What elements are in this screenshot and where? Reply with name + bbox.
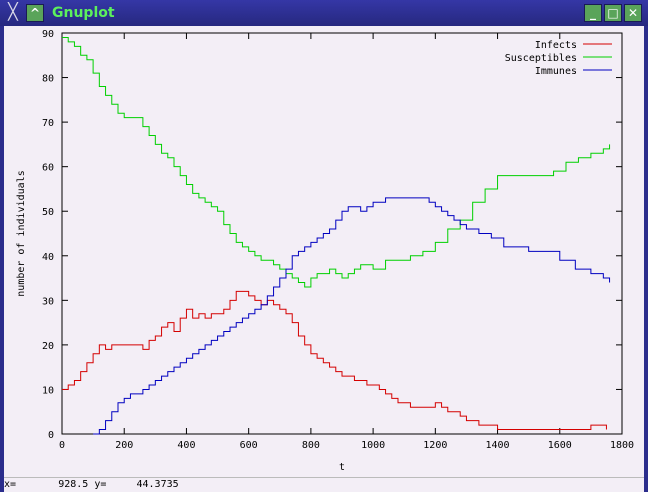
status-x-value: 928.5 bbox=[58, 479, 89, 490]
x-tick-label: 0 bbox=[59, 440, 65, 451]
legend-label: Susceptibles bbox=[505, 53, 577, 64]
chevron-up-icon: ^ bbox=[29, 6, 41, 20]
x-tick-label: 200 bbox=[115, 440, 133, 451]
x-menu-icon: ╳ bbox=[8, 2, 18, 21]
legend-label: Infects bbox=[535, 40, 577, 51]
status-y-value: 44.3735 bbox=[136, 479, 179, 490]
x-tick-label: 800 bbox=[302, 440, 320, 451]
shade-button[interactable]: ^ bbox=[26, 4, 44, 22]
close-button[interactable]: ✕ bbox=[624, 4, 642, 22]
y-tick-label: 50 bbox=[42, 207, 54, 218]
x-axis-label: t bbox=[339, 462, 345, 473]
line-chart: 0 200 400 600 800 1000 1200 1400 1600 1800 0 10 20 30… bbox=[16, 29, 634, 473]
status-x-label: x= bbox=[4, 479, 17, 490]
series-line-immunes bbox=[93, 197, 611, 435]
y-tick-label: 80 bbox=[42, 74, 54, 85]
maximize-icon: □ bbox=[607, 6, 619, 20]
y-tick-label: 60 bbox=[42, 163, 54, 174]
window-title: Gnuplot bbox=[52, 5, 115, 21]
y-tick-label: 20 bbox=[42, 341, 54, 352]
series-line-infects bbox=[62, 290, 607, 431]
x-tick-label: 400 bbox=[177, 440, 195, 451]
maximize-button[interactable]: □ bbox=[604, 4, 622, 22]
series-line-susceptibles bbox=[62, 36, 611, 288]
y-axis-label: number of individuals bbox=[16, 170, 27, 296]
x-tick-label: 1200 bbox=[423, 440, 447, 451]
title-bar[interactable]: ╳ ^ Gnuplot _ □ ✕ bbox=[0, 0, 648, 26]
minimize-icon: _ bbox=[590, 6, 596, 20]
legend-label: Immunes bbox=[535, 66, 577, 77]
x-tick-label: 1800 bbox=[610, 440, 634, 451]
close-icon: ✕ bbox=[627, 6, 639, 20]
y-tick-label: 90 bbox=[42, 29, 54, 40]
minimize-button[interactable]: _ bbox=[584, 4, 602, 22]
y-tick-label: 70 bbox=[42, 118, 54, 129]
status-y-label: y= bbox=[94, 479, 107, 490]
y-tick-label: 40 bbox=[42, 252, 54, 263]
y-tick-label: 10 bbox=[42, 385, 54, 396]
x-tick-label: 1600 bbox=[548, 440, 572, 451]
y-tick-label: 0 bbox=[48, 430, 54, 441]
x-tick-label: 1000 bbox=[361, 440, 385, 451]
x-tick-label: 600 bbox=[240, 440, 258, 451]
x-tick-label: 1400 bbox=[486, 440, 510, 451]
plot-frame bbox=[61, 32, 623, 435]
window-menu-button[interactable]: ╳ bbox=[4, 4, 22, 22]
plot-canvas[interactable]: 0 200 400 600 800 1000 1200 1400 1600 1800 0 10 20 30… bbox=[4, 26, 644, 477]
status-bar: x= 928.5 y= 44.3735 bbox=[4, 477, 644, 492]
y-tick-label: 30 bbox=[42, 296, 54, 307]
